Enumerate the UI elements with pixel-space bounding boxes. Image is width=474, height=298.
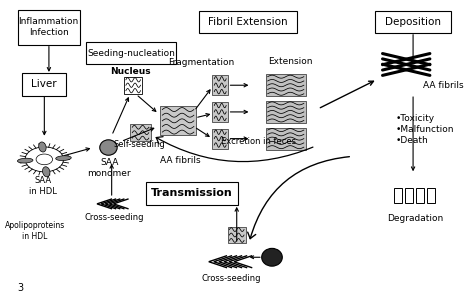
Text: Cross-seeding: Cross-seeding [201,274,261,283]
Ellipse shape [39,142,46,152]
Text: •Toxicity
•Malfunction
•Death: •Toxicity •Malfunction •Death [396,114,454,145]
FancyBboxPatch shape [375,11,451,33]
FancyBboxPatch shape [266,74,306,96]
Circle shape [36,154,53,165]
Text: AA fibrils: AA fibrils [160,156,201,165]
Text: Liver: Liver [31,80,57,89]
FancyBboxPatch shape [228,226,246,243]
Text: Transmission: Transmission [151,189,233,198]
Ellipse shape [18,158,33,163]
FancyBboxPatch shape [146,181,237,205]
Text: Nucleus: Nucleus [109,67,150,76]
FancyArrowPatch shape [248,157,349,239]
Text: AA fibrils: AA fibrils [423,81,464,90]
Ellipse shape [56,156,71,161]
FancyBboxPatch shape [405,188,413,203]
FancyBboxPatch shape [212,102,228,122]
FancyBboxPatch shape [18,10,80,45]
Text: Apolipoproteins
in HDL: Apolipoproteins in HDL [5,221,65,240]
FancyArrowPatch shape [156,137,313,162]
Text: Deposition: Deposition [385,17,441,27]
Text: Excretion in feces: Excretion in feces [221,137,296,146]
Ellipse shape [100,140,117,155]
FancyBboxPatch shape [416,188,424,203]
FancyBboxPatch shape [161,106,196,135]
FancyBboxPatch shape [394,188,402,203]
Circle shape [25,147,64,172]
Ellipse shape [262,248,283,266]
Text: Inflammation
Infection: Inflammation Infection [18,17,79,38]
Text: Cross-seeding: Cross-seeding [84,213,144,222]
FancyBboxPatch shape [22,73,66,96]
Text: Self-seeding: Self-seeding [113,140,165,149]
FancyBboxPatch shape [124,77,142,94]
Text: Degradation: Degradation [387,214,443,223]
Text: SAA
monomer: SAA monomer [88,158,131,178]
FancyBboxPatch shape [130,124,151,141]
FancyBboxPatch shape [427,188,435,203]
Text: 3: 3 [18,283,24,294]
Text: Seeding-nucleation: Seeding-nucleation [87,49,175,58]
Text: SAA
in HDL: SAA in HDL [29,176,57,196]
Text: Fragmentation: Fragmentation [168,58,234,67]
Text: Fibril Extension: Fibril Extension [208,17,288,27]
FancyBboxPatch shape [86,42,176,64]
Text: Extension: Extension [268,57,312,66]
FancyBboxPatch shape [199,11,297,33]
FancyBboxPatch shape [266,101,306,123]
Ellipse shape [43,167,50,177]
FancyBboxPatch shape [212,75,228,95]
FancyBboxPatch shape [266,128,306,150]
FancyBboxPatch shape [212,129,228,149]
